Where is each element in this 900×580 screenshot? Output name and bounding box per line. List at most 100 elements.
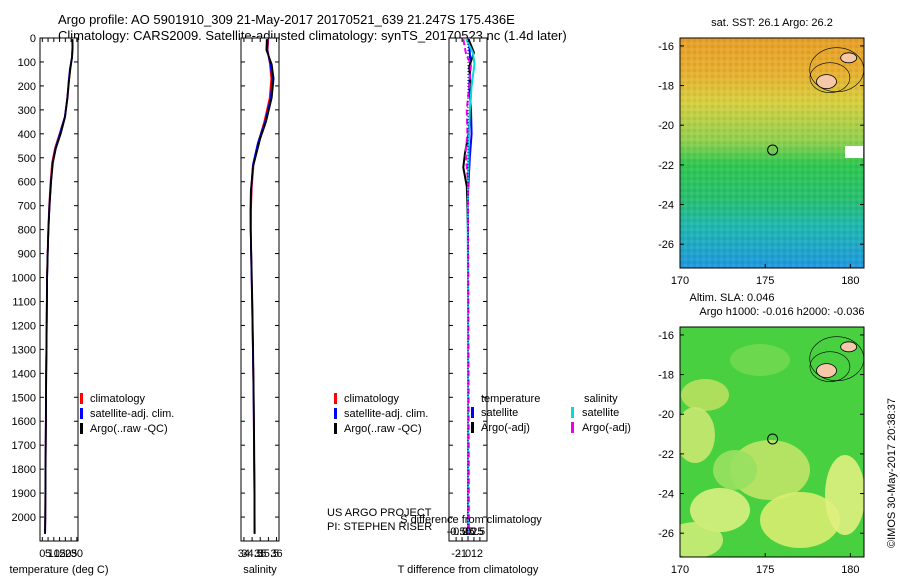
bathymetry-contour [809,62,851,93]
sla-anomaly [680,522,723,557]
map-title-line1: Altim. SLA: 0.046 [690,292,775,304]
legend-swatch [571,407,574,418]
argo-position-marker [767,144,779,156]
legend-swatch [80,423,83,434]
y-tick-label: 600 [18,177,36,189]
top-tick-label: 0.25 [462,526,483,538]
x-tick-label: 30 [71,548,83,560]
map-y-tick-label: -16 [658,330,674,342]
map-y-tick-label: -26 [658,239,674,251]
series-line-1-2 [249,39,275,534]
map-y-tick-label: -20 [658,120,674,132]
map-x-tick-label: 170 [671,275,689,287]
x-tick-label: 34 [238,548,250,560]
y-tick-label: 100 [18,57,36,69]
x-tick-label: 25 [65,548,77,560]
y-tick-label: 1100 [12,296,36,308]
y-tick-label: 1700 [12,440,36,452]
x-tick-label: 34.5 [241,548,262,560]
sla-anomaly [760,492,840,548]
top-tick-label: -0.5 [447,526,466,538]
map-x-tick-label: 180 [841,564,859,576]
map-y-tick-label: -16 [658,41,674,53]
y-tick-label: 700 [18,201,36,213]
map-frame-1 [679,326,865,558]
x-axis-label: T difference from climatology [398,564,539,576]
y-tick-label: 1500 [12,392,36,404]
x-tick-label: 36 [270,548,282,560]
legend-swatch [334,408,337,419]
legend-swatch [334,423,337,434]
map-field-0 [680,38,864,268]
plot-frame-1 [240,37,280,542]
legend-item: satellite [481,407,518,419]
map-y-tick-label: -20 [658,409,674,421]
map-title: sat. SST: 26.1 Argo: 26.2 [711,17,833,29]
map-frame-0 [679,37,865,269]
map-x-tick-label: 175 [756,275,774,287]
x-tick-label: 20 [59,548,71,560]
legend-swatch [334,393,337,404]
map-x-tick-label: 170 [671,564,689,576]
map-y-tick-label: -18 [658,370,674,382]
y-tick-label: 1400 [12,368,36,380]
legend-swatch [80,408,83,419]
x-tick-label: 10 [48,548,60,560]
sla-anomaly [681,379,729,411]
y-tick-label: 400 [18,129,36,141]
y-tick-label: 1800 [12,464,36,476]
x-tick-label: 0 [465,548,471,560]
x-axis-label: salinity [243,564,277,576]
top-tick-label: -0.25 [450,526,475,538]
top-axis-label: S difference from climatology [400,514,542,526]
y-tick-label: 1000 [12,273,36,285]
x-tick-label: 35 [254,548,266,560]
y-tick-label: 1300 [12,344,36,356]
climatology-title: Climatology: CARS2009. Satellite-adjuste… [58,28,567,43]
legend-item: satellite-adj. clim. [90,408,174,420]
x-tick-label: 5 [45,548,51,560]
sla-anomaly [730,344,790,376]
island-shape [816,363,837,379]
x-tick-label: 35.5 [258,548,279,560]
sst-texture [680,38,864,268]
y-tick-label: 500 [18,153,36,165]
island-shape [840,341,858,353]
y-tick-label: 1600 [12,416,36,428]
legend-item: Argo(-adj) [582,422,631,434]
y-tick-label: 0 [30,33,36,45]
y-tick-label: 800 [18,225,36,237]
legend-item: Argo(-adj) [481,422,530,434]
bathymetry-contour [809,351,851,382]
sla-anomaly [690,488,750,532]
map-field-1 [680,327,864,557]
annotation-line: US ARGO PROJECT [327,507,432,519]
x-tick-label: 0 [39,548,45,560]
map-y-tick-label: -26 [658,528,674,540]
legend-swatch [80,393,83,404]
argo-position-marker [767,433,779,445]
y-tick-label: 300 [18,105,36,117]
x-tick-label: -2 [451,548,461,560]
series-line-0-2 [44,39,74,534]
y-tick-label: 1200 [12,320,36,332]
x-axis-label: temperature (deg C) [9,564,108,576]
sla-anomaly [825,455,864,535]
map-y-tick-label: -24 [658,200,674,212]
x-tick-label: 1 [471,548,477,560]
legend-item: climatology [90,393,146,405]
annotation-line: PI: STEPHEN RISER [327,521,432,533]
map-title-line2: Argo h1000: -0.016 h2000: -0.036 [699,306,864,318]
x-tick-label: 2 [477,548,483,560]
x-tick-label: -1 [457,548,467,560]
missing-data-patch [845,146,863,158]
sla-anomaly [713,450,757,490]
legend-item: Argo(..raw -QC) [344,423,422,435]
legend-title-temperature: temperature [481,393,540,405]
map-y-tick-label: -22 [658,449,674,461]
legend-item: climatology [344,393,400,405]
sla-anomaly [680,407,715,463]
map-y-tick-label: -24 [658,489,674,501]
legend-swatch [471,422,474,433]
map-y-tick-label: -22 [658,160,674,172]
